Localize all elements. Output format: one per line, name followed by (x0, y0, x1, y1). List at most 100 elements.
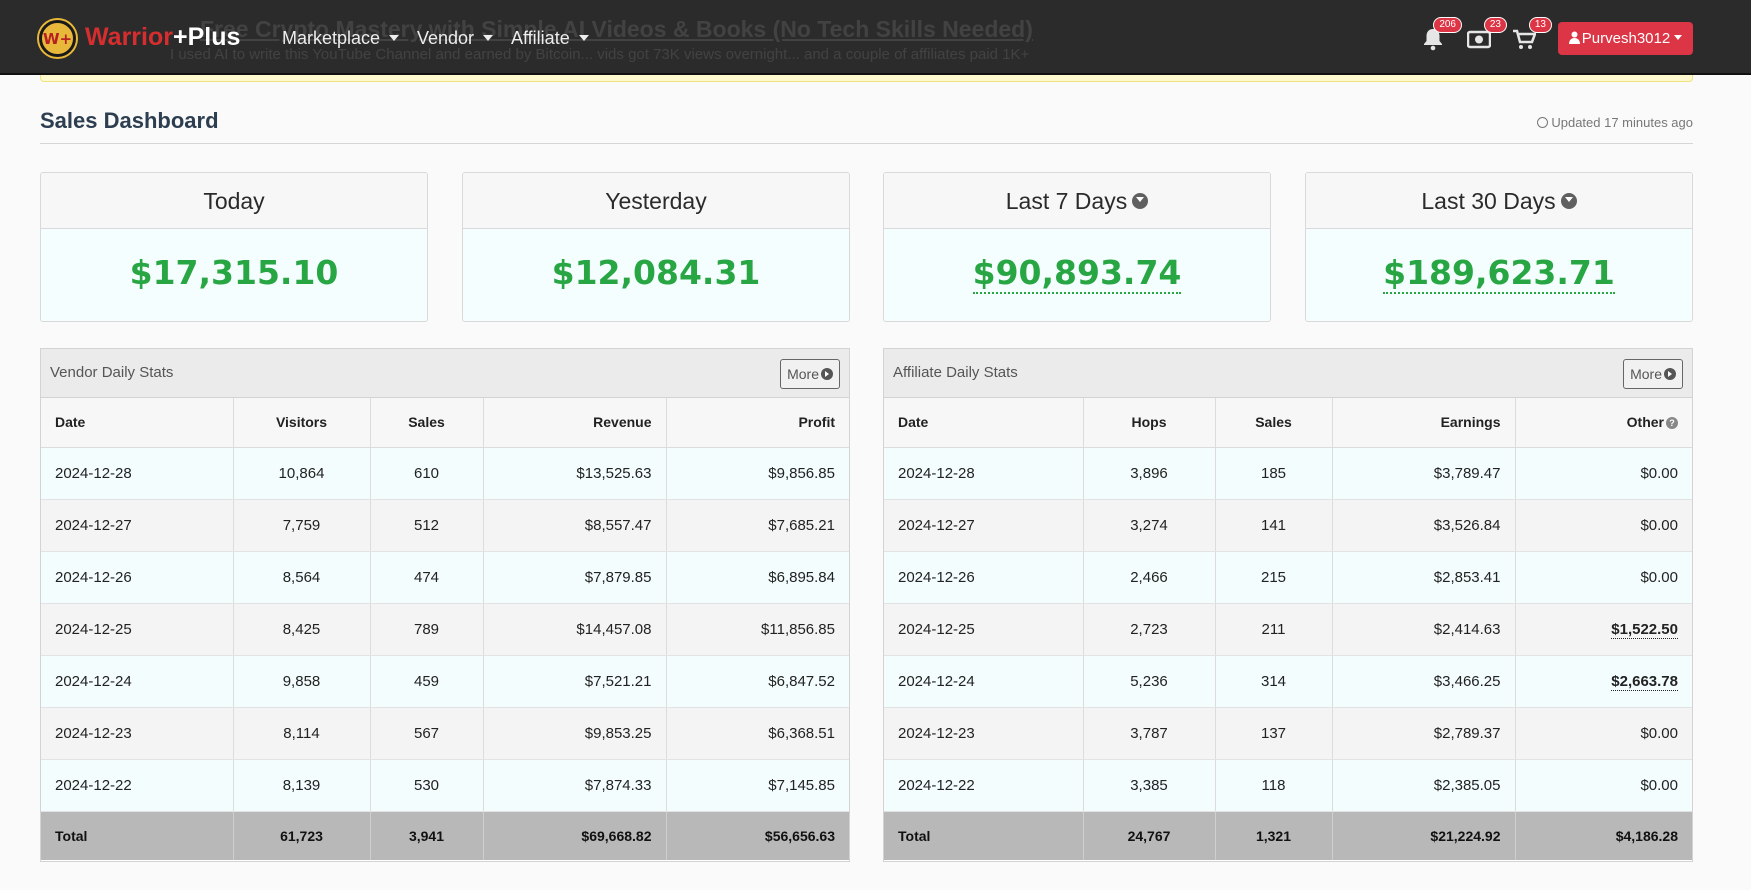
col-revenue: Revenue (482, 398, 666, 448)
table-row: 2024-12-24 5,236 314 $3,466.25 $2,663.78 (884, 655, 1692, 708)
notifications-button[interactable]: 206 (1422, 17, 1462, 53)
top-navbar: W+ Warrior+Plus Marketplace Vendor Affil… (0, 0, 1751, 75)
card-label: Today (41, 173, 427, 229)
col-sales: Sales (369, 398, 483, 448)
chevron-down-icon (578, 35, 589, 41)
col-date: Date (41, 398, 233, 448)
card-label: Last 7 Days (1005, 188, 1128, 214)
cell-sales: 789 (369, 603, 483, 656)
table-row: 2024-12-28 3,896 185 $3,789.47 $0.00 (884, 447, 1692, 500)
cell-visitors: 8,564 (232, 551, 370, 604)
table-header-row: Date Hops Sales Earnings Other? (884, 398, 1692, 448)
nav-marketplace-label: Marketplace (282, 28, 381, 48)
cart-badge: 13 (1528, 17, 1552, 33)
vendor-stats-panel: Vendor Daily Stats More Date Visitors Sa… (40, 348, 850, 862)
total-hops: 24,767 (1082, 811, 1215, 860)
cell-hops: 2,723 (1082, 603, 1215, 656)
bell-icon (1424, 29, 1442, 51)
total-profit: $56,656.63 (665, 811, 849, 860)
nav-marketplace[interactable]: Marketplace (282, 26, 400, 50)
card-header[interactable]: Last 30 Days (1306, 173, 1692, 229)
table-header-row: Date Visitors Sales Revenue Profit (41, 398, 849, 448)
table-row: 2024-12-27 3,274 141 $3,526.84 $0.00 (884, 499, 1692, 552)
cell-hops: 3,274 (1082, 499, 1215, 552)
card-value[interactable]: $189,623.71 (1306, 253, 1692, 294)
total-visitors: 61,723 (232, 811, 370, 860)
vendor-more-button[interactable]: More (780, 359, 840, 389)
notifications-badge: 206 (1433, 17, 1462, 33)
col-date: Date (884, 398, 1083, 448)
cell-sales: 512 (369, 499, 483, 552)
other-earnings-link[interactable]: $2,663.78 (1611, 672, 1678, 691)
col-other-label: Other (1626, 414, 1664, 431)
cell-date: 2024-12-27 (884, 499, 1083, 552)
cell-profit: $7,685.21 (665, 499, 849, 552)
total-earnings: $21,224.92 (1331, 811, 1515, 860)
table-row: 2024-12-25 2,723 211 $2,414.63 $1,522.50 (884, 603, 1692, 656)
cell-date: 2024-12-22 (41, 759, 233, 812)
card-value-text: $189,623.71 (1383, 253, 1615, 294)
brand-logo[interactable]: W+ (39, 20, 76, 57)
user-menu-button[interactable]: Purvesh3012 (1558, 22, 1693, 55)
cell-visitors: 8,114 (232, 707, 370, 760)
cell-date: 2024-12-28 (41, 447, 233, 500)
total-label: Total (884, 811, 1083, 860)
cart-icon (1513, 29, 1537, 49)
nav-affiliate[interactable]: Affiliate (511, 26, 589, 50)
nav-vendor[interactable]: Vendor (417, 26, 494, 50)
money-icon (1466, 30, 1492, 49)
cell-sales: 137 (1214, 707, 1332, 760)
cell-profit: $6,368.51 (665, 707, 849, 760)
affiliate-more-button[interactable]: More (1623, 359, 1683, 389)
cell-profit: $6,895.84 (665, 551, 849, 604)
cell-other: $1,522.50 (1514, 603, 1692, 656)
table-row: 2024-12-24 9,858 459 $7,521.21 $6,847.52 (41, 655, 849, 708)
more-label: More (1630, 366, 1662, 382)
chevron-circle-down-icon[interactable] (1132, 193, 1149, 209)
cell-other: $0.00 (1514, 759, 1692, 812)
card-last-7-days: Last 7 Days $90,893.74 (883, 172, 1271, 322)
cell-sales: 474 (369, 551, 483, 604)
cell-earnings: $3,526.84 (1331, 499, 1515, 552)
total-other: $4,186.28 (1514, 811, 1692, 860)
chevron-down-icon (1674, 35, 1683, 40)
panel-header: Affiliate Daily Stats More (884, 349, 1692, 398)
cell-sales: 185 (1214, 447, 1332, 500)
card-yesterday: Yesterday $12,084.31 (462, 172, 850, 322)
cell-profit: $7,145.85 (665, 759, 849, 812)
cell-earnings: $3,466.25 (1331, 655, 1515, 708)
card-header[interactable]: Last 7 Days (884, 173, 1270, 229)
cell-hops: 3,896 (1082, 447, 1215, 500)
cart-button[interactable]: 13 (1512, 17, 1552, 53)
earnings-button[interactable]: 23 (1466, 17, 1507, 53)
cell-revenue: $7,521.21 (482, 655, 666, 708)
other-earnings-link[interactable]: $1,522.50 (1611, 620, 1678, 639)
cell-date: 2024-12-22 (884, 759, 1083, 812)
cell-sales: 530 (369, 759, 483, 812)
cell-sales: 141 (1214, 499, 1332, 552)
table-total-row: Total 24,767 1,321 $21,224.92 $4,186.28 (884, 811, 1692, 860)
cell-revenue: $13,525.63 (482, 447, 666, 500)
card-value: $17,315.10 (129, 253, 339, 292)
cell-date: 2024-12-26 (884, 551, 1083, 604)
card-value[interactable]: $90,893.74 (884, 253, 1270, 294)
panel-header: Vendor Daily Stats More (41, 349, 849, 398)
affiliate-stats-table: Date Hops Sales Earnings Other? 2024-12-… (884, 398, 1692, 860)
cell-revenue: $7,879.85 (482, 551, 666, 604)
card-today: Today $17,315.10 (40, 172, 428, 322)
chevron-down-icon (483, 35, 494, 41)
cell-date: 2024-12-25 (884, 603, 1083, 656)
nav-affiliate-label: Affiliate (511, 28, 570, 48)
earnings-badge: 23 (1483, 17, 1507, 33)
brand-name[interactable]: Warrior+Plus (85, 22, 240, 52)
total-label: Total (41, 811, 233, 860)
question-circle-icon[interactable]: ? (1666, 417, 1678, 430)
updated-text: Updated 17 minutes ago (1551, 115, 1693, 130)
cell-date: 2024-12-27 (41, 499, 233, 552)
table-row: 2024-12-26 8,564 474 $7,879.85 $6,895.84 (41, 551, 849, 604)
title-divider (40, 143, 1693, 144)
cell-earnings: $3,789.47 (1331, 447, 1515, 500)
cell-date: 2024-12-28 (884, 447, 1083, 500)
card-last-30-days: Last 30 Days $189,623.71 (1305, 172, 1693, 322)
chevron-circle-down-icon[interactable] (1560, 193, 1577, 209)
